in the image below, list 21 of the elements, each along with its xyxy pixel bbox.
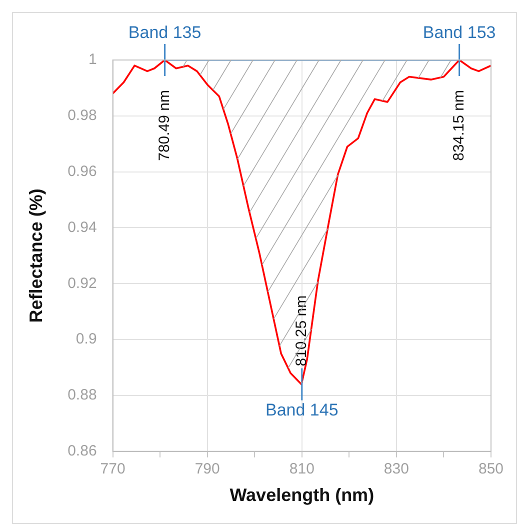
annotation: 834.15 nm [450,90,468,161]
x-tick-label: 850 [478,460,504,478]
x-tick-label: 830 [384,460,409,478]
y-axis-title: Reflectance (%) [26,188,46,323]
y-tick-label: 0.94 [68,218,97,236]
x-tick-label: 810 [289,460,314,478]
annotation: Band 145 [266,400,338,420]
y-tick-label: 0.98 [68,107,97,124]
y-tick-label: 0.96 [68,162,97,180]
y-tick-label: 1 [88,51,97,68]
x-axis-title: Wavelength (nm) [230,485,374,506]
y-tick-label: 0.88 [68,386,97,404]
annotation: 780.49 nm [156,90,173,161]
annotation: Band 135 [128,23,202,42]
x-tick-label: 770 [100,460,126,478]
annotation: 810.25 nm [293,295,310,366]
y-tick-label: 0.86 [68,442,97,460]
annotation: Band 153 [422,23,496,42]
y-tick-label: 0.92 [68,274,97,292]
x-tick-label: 790 [194,460,220,478]
y-tick-label: 0.9 [76,330,97,348]
